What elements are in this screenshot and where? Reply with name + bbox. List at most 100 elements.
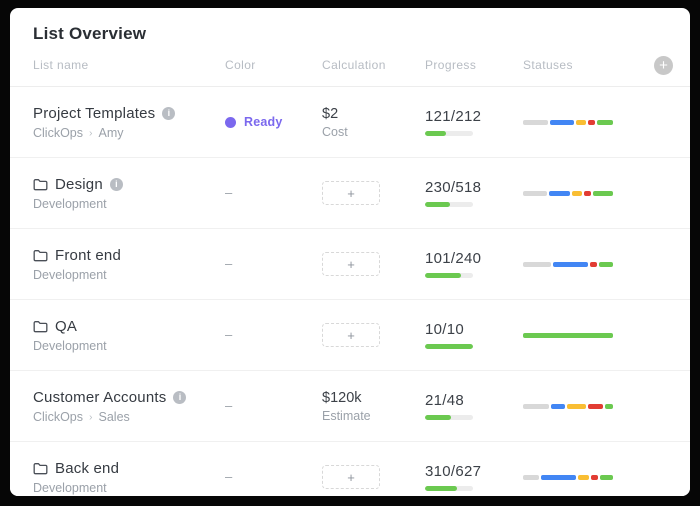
list-location: Development (33, 197, 225, 211)
calculation-label: Cost (322, 124, 348, 139)
list-location: Development (33, 268, 225, 282)
location-part: Development (33, 480, 107, 495)
statuses-bar (523, 119, 613, 125)
calculation-cell: + (322, 181, 425, 205)
table-row[interactable]: Back end Development – + 310/627 (10, 442, 690, 496)
calculation-cell: + (322, 252, 425, 276)
calculation-cell: $120k Estimate (322, 390, 425, 423)
statuses-cell (523, 119, 630, 125)
table-row[interactable]: Front end Development – + 101/240 (10, 229, 690, 300)
empty-color-value: – (225, 327, 233, 342)
progress-bar (425, 486, 473, 491)
column-header-list-name: List name (33, 58, 89, 72)
calculation-label: Estimate (322, 408, 371, 423)
location-part: Sales (98, 409, 130, 424)
statuses-cell (523, 332, 630, 338)
status-segment-green (604, 403, 613, 409)
table-row[interactable]: Customer Accounts i ClickOps › Sales – $12… (10, 371, 690, 442)
add-calculation-button[interactable]: + (322, 465, 380, 489)
info-icon[interactable]: i (162, 106, 176, 120)
progress-cell: 21/48 (425, 392, 523, 420)
list-name[interactable]: Project Templates (33, 104, 156, 122)
add-column-button[interactable]: + (654, 55, 673, 75)
calculation-value: $120k (322, 389, 362, 406)
list-name-cell: Front end Development (33, 247, 225, 282)
progress-count: 310/627 (425, 463, 482, 480)
list-name-cell: Project Templates i ClickOps › Amy (33, 105, 225, 140)
progress-cell: 101/240 (425, 250, 523, 278)
progress-bar (425, 273, 473, 278)
progress-bar (425, 415, 473, 420)
list-name[interactable]: Design (55, 175, 103, 193)
progress-bar-fill (425, 273, 462, 278)
statuses-cell (523, 190, 630, 196)
progress-cell: 230/518 (425, 179, 523, 207)
color-cell: – (225, 468, 322, 486)
progress-count: 10/10 (425, 321, 465, 338)
add-calculation-button[interactable]: + (322, 252, 380, 276)
list-name[interactable]: QA (55, 317, 78, 335)
folder-icon (33, 320, 48, 333)
status-segment-red (590, 474, 598, 480)
empty-color-value: – (225, 185, 233, 200)
folder-icon (33, 178, 48, 191)
location-separator: › (89, 126, 93, 139)
status-segment-gray (523, 190, 547, 196)
progress-cell: 310/627 (425, 463, 523, 491)
location-part: Development (33, 338, 107, 353)
list-overview-card: List Overview List name Color Calculatio… (10, 8, 690, 496)
statuses-bar (523, 332, 613, 338)
plus-icon: + (659, 56, 668, 74)
location-part: Development (33, 267, 107, 282)
progress-bar-fill (425, 131, 447, 136)
table-row[interactable]: Project Templates i ClickOps › Amy Ready $… (10, 87, 690, 158)
table-row[interactable]: Design i Development – + 230/518 (10, 158, 690, 229)
status-chip-label: Ready (244, 115, 283, 129)
list-name[interactable]: Customer Accounts (33, 388, 167, 406)
progress-bar-fill (425, 344, 473, 349)
list-name-cell: Design i Development (33, 176, 225, 211)
calculation-cell: + (322, 465, 425, 489)
table-body: Project Templates i ClickOps › Amy Ready $… (10, 87, 690, 496)
column-header-statuses: Statuses (523, 58, 573, 72)
progress-cell: 121/212 (425, 108, 523, 136)
location-part: Development (33, 196, 107, 211)
info-icon[interactable]: i (109, 177, 123, 191)
color-cell: Ready (225, 115, 322, 129)
list-location: Development (33, 339, 225, 353)
status-segment-red (588, 403, 603, 409)
table-row[interactable]: QA Development – + 10/10 (10, 300, 690, 371)
plus-icon: + (347, 469, 355, 485)
color-cell: – (225, 397, 322, 415)
statuses-cell (523, 261, 630, 267)
calculation-value-wrap: $120k Estimate (322, 390, 425, 423)
location-part: ClickOps (33, 125, 84, 140)
status-segment-green (523, 332, 613, 338)
status-segment-blue (548, 190, 571, 196)
statuses-bar (523, 403, 613, 409)
status-segment-blue (551, 403, 566, 409)
status-segment-green (596, 119, 613, 125)
list-location: ClickOps › Sales (33, 410, 225, 424)
plus-icon: + (347, 185, 355, 201)
progress-cell: 10/10 (425, 321, 523, 349)
info-icon[interactable]: i (173, 390, 187, 404)
status-segment-red (588, 119, 595, 125)
list-name[interactable]: Back end (55, 459, 120, 477)
statuses-bar (523, 190, 613, 196)
add-calculation-button[interactable]: + (322, 323, 380, 347)
progress-bar (425, 344, 473, 349)
list-name[interactable]: Front end (55, 246, 122, 264)
statuses-cell (523, 474, 630, 480)
color-cell: – (225, 255, 322, 273)
status-chip[interactable]: Ready (225, 115, 322, 129)
list-location: ClickOps › Amy (33, 126, 225, 140)
status-segment-blue (549, 119, 575, 125)
column-header-progress: Progress (425, 58, 477, 72)
add-calculation-button[interactable]: + (322, 181, 380, 205)
progress-bar (425, 202, 473, 207)
list-name-cell: Back end Development (33, 460, 225, 495)
list-name-cell: Customer Accounts i ClickOps › Sales (33, 389, 225, 424)
progress-bar (425, 131, 473, 136)
status-segment-yellow (577, 474, 589, 480)
